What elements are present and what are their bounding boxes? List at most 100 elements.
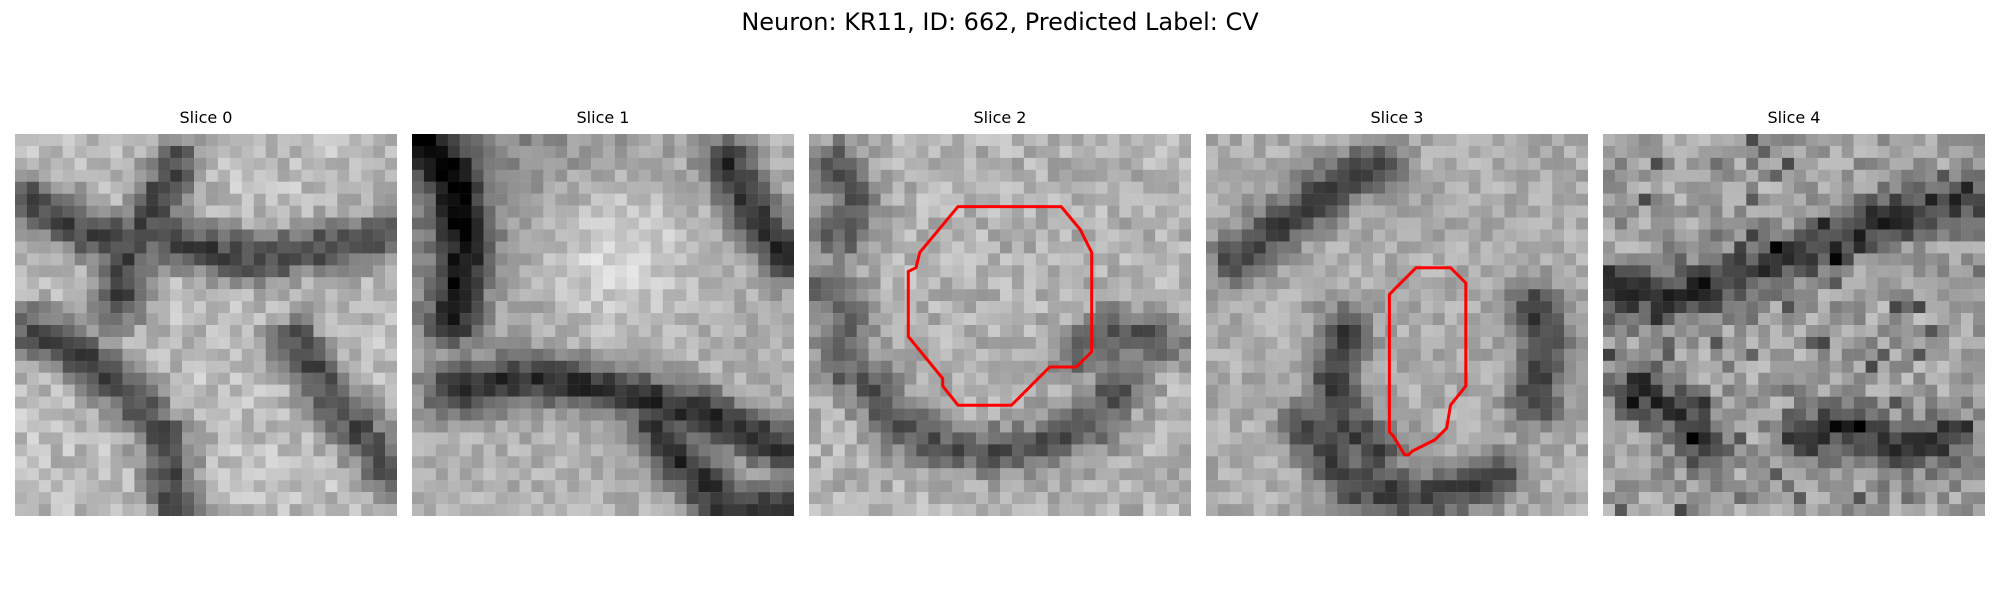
image-pixel xyxy=(782,336,794,350)
image-pixel xyxy=(1107,480,1120,493)
image-pixel xyxy=(206,277,219,290)
image-pixel xyxy=(1059,193,1072,206)
image-pixel xyxy=(1853,325,1866,338)
image-pixel xyxy=(26,301,40,314)
image-pixel xyxy=(626,432,640,445)
image-pixel xyxy=(1865,313,1878,326)
image-pixel xyxy=(217,360,231,373)
image-pixel xyxy=(567,205,580,218)
image-pixel xyxy=(1023,360,1037,373)
image-pixel xyxy=(1770,456,1783,469)
image-pixel xyxy=(337,253,350,266)
image-pixel xyxy=(1143,229,1156,242)
image-pixel xyxy=(217,384,231,397)
image-pixel xyxy=(98,253,111,266)
image-pixel xyxy=(1000,480,1013,493)
image-pixel xyxy=(1313,384,1326,397)
image-pixel xyxy=(519,253,532,266)
image-pixel xyxy=(1265,432,1278,445)
image-pixel xyxy=(1853,360,1866,373)
image-pixel xyxy=(158,145,171,159)
image-pixel xyxy=(1540,289,1553,302)
image-pixel xyxy=(1420,360,1434,373)
image-pixel xyxy=(1131,169,1144,182)
image-pixel xyxy=(770,444,783,457)
image-pixel xyxy=(229,384,243,397)
image-pixel xyxy=(1444,134,1457,147)
image-pixel xyxy=(1901,325,1914,338)
image-pixel xyxy=(1480,169,1493,182)
image-pixel xyxy=(1265,313,1278,326)
image-pixel xyxy=(758,492,771,505)
image-pixel xyxy=(277,169,290,182)
image-pixel xyxy=(1722,432,1735,445)
image-pixel xyxy=(1420,134,1434,147)
image-pixel xyxy=(722,372,735,385)
image-pixel xyxy=(662,408,675,421)
image-pixel xyxy=(349,265,362,278)
image-pixel xyxy=(1059,492,1072,505)
image-pixel xyxy=(1973,420,1985,433)
image-pixel xyxy=(1841,157,1854,171)
image-pixel xyxy=(1662,372,1675,385)
image-pixel xyxy=(940,193,953,206)
image-pixel xyxy=(1937,384,1950,397)
image-pixel xyxy=(567,134,580,147)
image-pixel xyxy=(976,408,989,421)
image-pixel xyxy=(1011,193,1025,206)
image-pixel xyxy=(880,277,893,290)
image-pixel xyxy=(1059,336,1072,350)
image-pixel xyxy=(1722,253,1735,266)
image-pixel xyxy=(1289,480,1302,493)
image-pixel xyxy=(1973,372,1985,385)
image-pixel xyxy=(626,492,640,505)
image-pixel xyxy=(1023,157,1037,171)
image-pixel xyxy=(385,325,397,338)
image-pixel xyxy=(809,480,822,493)
image-pixel xyxy=(844,289,857,302)
image-pixel xyxy=(1131,181,1144,194)
image-pixel xyxy=(1420,289,1434,302)
image-pixel xyxy=(98,480,111,493)
image-pixel xyxy=(976,396,989,409)
image-pixel xyxy=(1217,253,1231,266)
image-pixel xyxy=(1241,145,1254,159)
image-pixel xyxy=(531,396,544,409)
image-pixel xyxy=(301,420,314,433)
image-pixel xyxy=(1758,145,1771,159)
image-pixel xyxy=(1722,134,1735,147)
image-pixel xyxy=(844,265,857,278)
slice-image-0 xyxy=(15,134,397,516)
image-pixel xyxy=(98,444,111,457)
image-pixel xyxy=(26,134,40,147)
image-pixel xyxy=(1131,301,1144,314)
image-pixel xyxy=(1829,277,1842,290)
image-pixel xyxy=(170,480,183,493)
image-pixel xyxy=(349,384,362,397)
image-pixel xyxy=(1385,492,1398,505)
image-pixel xyxy=(1023,348,1037,362)
image-pixel xyxy=(650,157,663,171)
image-pixel xyxy=(758,420,771,433)
image-pixel xyxy=(385,384,397,397)
image-pixel xyxy=(1829,229,1842,242)
image-pixel xyxy=(447,492,460,505)
image-pixel xyxy=(758,408,771,421)
image-pixel xyxy=(182,336,195,350)
slice-title-3: Slice 3 xyxy=(1370,108,1424,127)
image-pixel xyxy=(253,253,266,266)
image-pixel xyxy=(50,396,63,409)
image-pixel xyxy=(1301,360,1314,373)
image-pixel xyxy=(531,229,544,242)
image-pixel xyxy=(770,372,783,385)
image-pixel xyxy=(459,396,472,409)
image-pixel xyxy=(820,480,834,493)
image-pixel xyxy=(471,480,484,493)
image-pixel xyxy=(1011,217,1025,230)
image-pixel xyxy=(1253,360,1266,373)
image-pixel xyxy=(38,348,52,362)
image-pixel xyxy=(158,157,171,171)
image-pixel xyxy=(206,456,219,469)
image-pixel xyxy=(1794,325,1807,338)
image-pixel xyxy=(1035,289,1048,302)
